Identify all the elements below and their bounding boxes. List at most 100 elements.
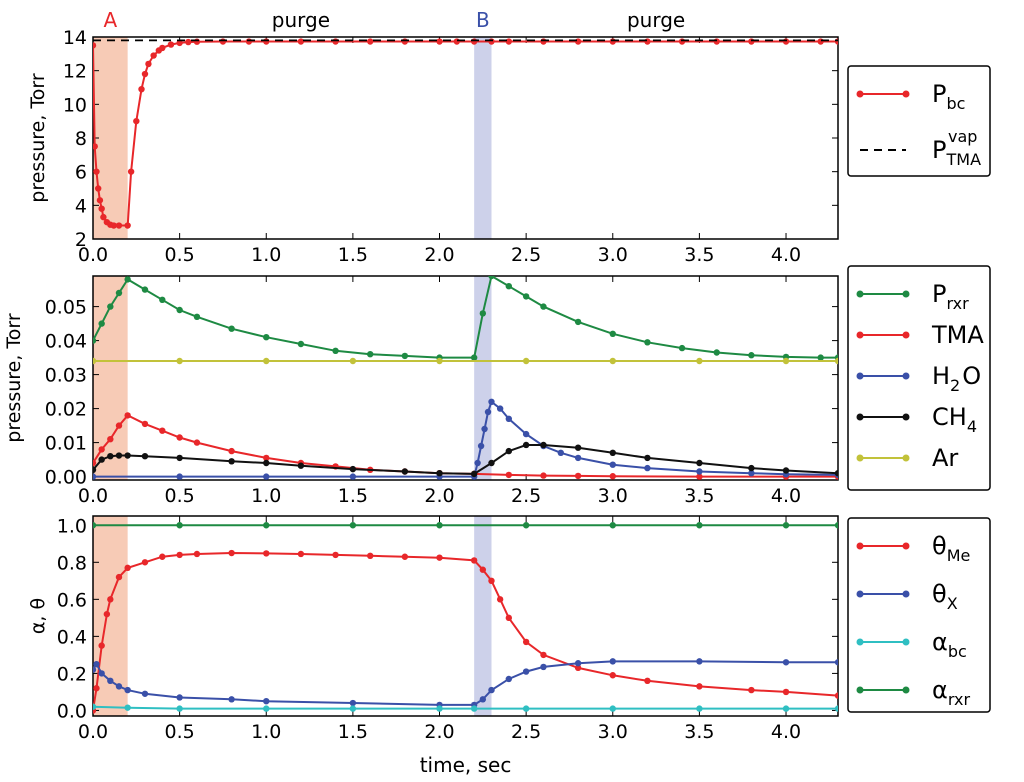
- series-point: [834, 38, 838, 45]
- series-point: [574, 444, 582, 451]
- series-point: [696, 357, 703, 365]
- x-tick-label: 4.0: [771, 244, 801, 266]
- series-point: [96, 197, 104, 204]
- series-point: [522, 430, 530, 438]
- series-point: [263, 357, 270, 365]
- series-point: [477, 442, 485, 450]
- series-point: [834, 357, 838, 365]
- series-point: [748, 470, 755, 477]
- legend-swatch-marker: [856, 90, 864, 98]
- legend-entry-label: Prxr: [932, 280, 969, 313]
- series-point: [349, 699, 357, 707]
- series-point: [834, 522, 838, 529]
- legend-entry-superscript: vap: [948, 127, 977, 146]
- x-tick-label: 2.5: [511, 721, 541, 743]
- y-tick-label: 0.8: [57, 552, 87, 574]
- series-point: [436, 357, 443, 365]
- series-point: [245, 38, 253, 45]
- series-point: [141, 70, 149, 78]
- x-axis-label: time, sec: [420, 753, 512, 777]
- series-point: [488, 459, 495, 467]
- x-tick-label: 2.0: [424, 244, 454, 266]
- legend-entry-label: θMe: [932, 532, 970, 565]
- x-tick-label: 0.0: [78, 721, 108, 743]
- series-point: [574, 454, 582, 462]
- x-tick-label: 1.5: [338, 485, 368, 507]
- shaded-region: [474, 37, 492, 239]
- series-point: [263, 38, 270, 45]
- series-point: [93, 703, 97, 710]
- series-point: [488, 686, 495, 694]
- series-point: [609, 461, 616, 468]
- legend-swatch-marker: [856, 372, 864, 380]
- series-point: [782, 705, 790, 712]
- series-point: [124, 686, 131, 694]
- series-point: [609, 658, 616, 665]
- legend-entry-label: PTMA: [932, 136, 981, 169]
- y-tick-label: 4: [75, 195, 87, 217]
- series-point: [263, 697, 270, 705]
- series-point: [479, 696, 487, 703]
- series-line: [93, 551, 838, 711]
- series-point: [401, 352, 409, 360]
- series-point: [644, 38, 651, 45]
- y-tick-label: 1.0: [57, 515, 87, 537]
- series-point: [263, 705, 270, 712]
- series-point: [98, 642, 105, 649]
- y-tick-label: 8: [75, 128, 87, 150]
- series-point: [557, 449, 564, 456]
- legend-swatch-marker: [856, 290, 864, 298]
- legend-swatch-marker: [902, 90, 910, 98]
- x-tick-label: 3.5: [684, 721, 714, 743]
- series-point: [401, 553, 409, 560]
- series-point: [479, 566, 487, 573]
- series-point: [574, 318, 582, 326]
- series-point: [574, 664, 582, 672]
- series-point: [748, 352, 755, 359]
- series-point: [522, 441, 530, 449]
- series-point: [540, 441, 547, 449]
- series-point: [93, 660, 100, 668]
- series-point: [263, 522, 270, 529]
- series-point: [107, 677, 114, 685]
- legend-swatch-marker: [902, 686, 910, 694]
- series-point: [159, 44, 166, 52]
- series-point: [228, 549, 235, 557]
- series-point: [505, 415, 513, 422]
- series-point: [176, 705, 183, 712]
- panel-series-group: [93, 276, 838, 480]
- series-point: [176, 357, 183, 365]
- series-point: [297, 462, 305, 469]
- data-series: [93, 38, 838, 714]
- series-point: [522, 522, 530, 529]
- phase-label: B: [476, 8, 490, 32]
- series-point: [167, 41, 175, 48]
- series-point: [609, 473, 616, 480]
- series-point: [540, 663, 547, 671]
- legend-box: [847, 265, 991, 491]
- series-point: [488, 276, 495, 280]
- legend-swatch-marker: [902, 590, 910, 598]
- series-point: [678, 38, 686, 45]
- series-point: [349, 522, 357, 529]
- series-point: [93, 357, 97, 365]
- series-point: [522, 668, 530, 675]
- series-point: [98, 456, 105, 463]
- series-point: [574, 38, 582, 45]
- series-point: [332, 347, 339, 354]
- series-point: [367, 38, 374, 45]
- series-point: [176, 694, 183, 701]
- legend-box: [847, 517, 991, 713]
- legend-swatch-marker: [902, 290, 910, 298]
- series-point: [332, 38, 339, 45]
- series-point: [124, 412, 131, 419]
- legend-swatch-marker: [902, 454, 910, 462]
- series-point: [834, 659, 838, 666]
- series-line: [93, 444, 838, 475]
- series-point: [193, 38, 201, 45]
- x-tick-label: 3.0: [598, 244, 628, 266]
- series-line: [93, 660, 838, 706]
- series-point: [522, 638, 530, 646]
- series-point: [133, 117, 140, 125]
